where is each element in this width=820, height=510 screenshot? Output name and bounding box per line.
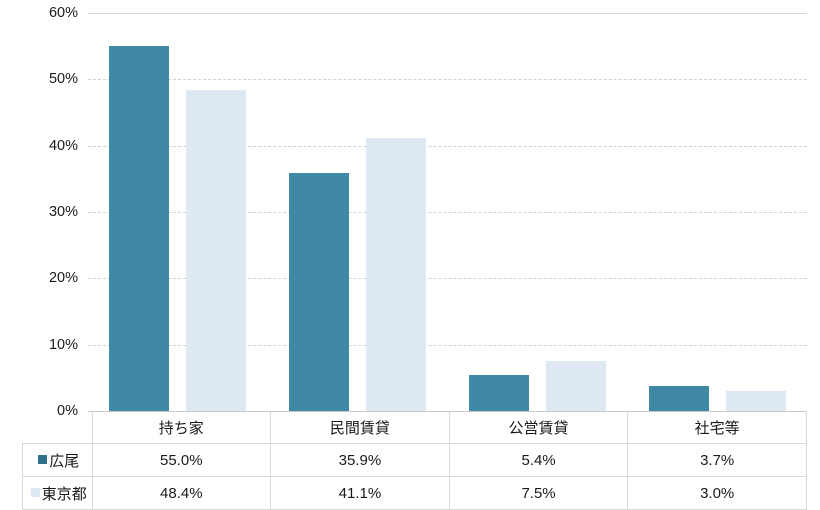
table-cell-広尾-持ち家: 55.0% xyxy=(91,443,272,477)
table-cell-東京都-持ち家: 48.4% xyxy=(91,476,272,510)
gridline-20% xyxy=(88,278,807,280)
gridline-50% xyxy=(88,79,807,81)
column-header-持ち家: 持ち家 xyxy=(91,411,272,444)
plot-area xyxy=(88,13,807,412)
legend-label: 広尾 xyxy=(49,452,80,470)
gridline-40% xyxy=(88,145,807,147)
bar-広尾-民間賃貸 xyxy=(289,172,350,411)
y-axis-tick-label: 30% xyxy=(48,203,78,220)
table-cell-広尾-公営賃貸: 5.4% xyxy=(448,443,629,477)
y-axis-tick-label: 40% xyxy=(48,137,78,154)
y-axis-tick-label: 60% xyxy=(48,4,78,21)
table-row: 東京都 48.4% 41.1% 7.5% 3.0% xyxy=(22,476,807,510)
column-header-社宅等: 社宅等 xyxy=(627,411,807,444)
legend-label: 東京都 xyxy=(41,485,87,503)
legend-swatch-icon xyxy=(30,487,40,497)
column-header-民間賃貸: 民間賃貸 xyxy=(270,411,450,444)
table-header-row: 持ち家 民間賃貸 公営賃貸 社宅等 xyxy=(23,411,807,444)
table-row: 広尾 55.0% 35.9% 5.4% 3.7% xyxy=(22,443,807,477)
y-axis-tick-label: 50% xyxy=(48,71,78,88)
column-header-公営賃貸: 公営賃貸 xyxy=(448,411,629,444)
gridline-10% xyxy=(88,344,807,346)
bar-東京都-民間賃貸 xyxy=(366,138,427,411)
bar-東京都-持ち家 xyxy=(186,89,247,411)
bar-広尾-持ち家 xyxy=(109,46,170,411)
bar-東京都-社宅等 xyxy=(725,391,786,411)
bar-広尾-社宅等 xyxy=(648,386,709,411)
bar-東京都-公営賃貸 xyxy=(545,361,606,411)
y-axis-tick-label: 10% xyxy=(48,336,78,353)
table-cell-東京都-公営賃貸: 7.5% xyxy=(448,476,629,510)
legend-swatch-icon xyxy=(38,454,48,464)
bar-広尾-公営賃貸 xyxy=(468,375,529,411)
legend-entry-広尾: 広尾 xyxy=(22,443,93,477)
chart-data-table: 持ち家 民間賃貸 公営賃貸 社宅等 広尾 55.0% 35.9% 5.4% 3.7% 東京都 48.… xyxy=(22,411,807,510)
table-cell-東京都-民間賃貸: 41.1% xyxy=(270,476,450,510)
table-cell-広尾-民間賃貸: 35.9% xyxy=(270,443,450,477)
table-cell-東京都-社宅等: 3.0% xyxy=(627,476,807,510)
y-axis-tick-label: 0% xyxy=(57,402,78,419)
legend-entry-東京都: 東京都 xyxy=(22,476,93,510)
gridline-30% xyxy=(88,212,807,213)
table-cell-広尾-社宅等: 3.7% xyxy=(627,443,807,477)
gridline-60% xyxy=(88,13,807,14)
y-axis-tick-label: 20% xyxy=(48,270,78,287)
